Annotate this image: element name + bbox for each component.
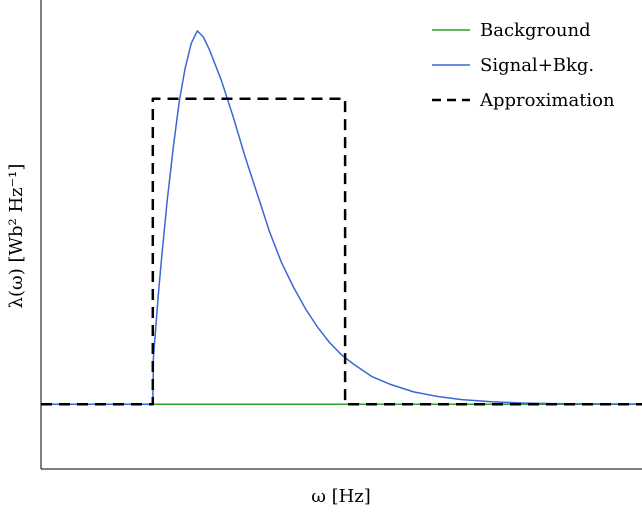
legend: Background Signal+Bkg. Approximation: [432, 20, 615, 111]
legend-label-3: Approximation: [479, 90, 615, 111]
legend-label-2: Signal+Bkg.: [480, 55, 594, 76]
series-line-2: [41, 30, 642, 405]
series-line-3: [41, 97, 642, 406]
legend-label-1: Background: [480, 20, 591, 41]
x-axis-label: ω [Hz]: [311, 486, 371, 507]
plot-lines: [41, 30, 642, 406]
y-axis-label: λ(ω) [Wb² Hz⁻¹]: [6, 164, 27, 309]
